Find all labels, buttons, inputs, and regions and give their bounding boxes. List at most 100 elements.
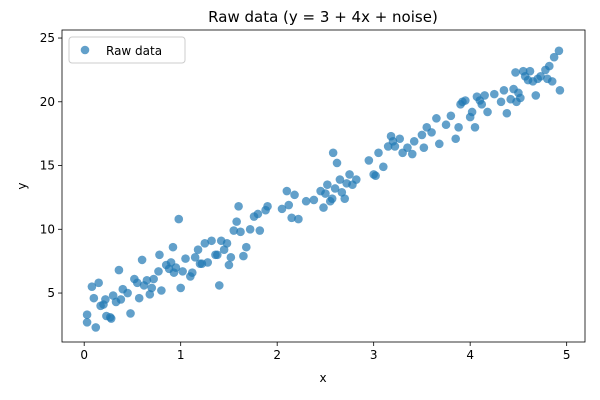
point xyxy=(432,114,441,123)
point xyxy=(187,268,197,277)
point xyxy=(190,253,200,262)
point xyxy=(91,323,101,332)
point xyxy=(480,91,489,100)
x-tick-label: 5 xyxy=(563,348,571,362)
point xyxy=(477,100,487,109)
point xyxy=(327,194,337,203)
point xyxy=(549,52,559,62)
point xyxy=(290,190,299,200)
point xyxy=(149,274,158,284)
point xyxy=(284,200,294,210)
point xyxy=(395,134,405,144)
point xyxy=(446,111,456,121)
point xyxy=(168,242,178,252)
point xyxy=(171,263,181,272)
point xyxy=(454,122,463,132)
point xyxy=(116,295,126,304)
point xyxy=(203,258,213,267)
point xyxy=(364,156,374,165)
point xyxy=(142,275,152,285)
point xyxy=(277,204,287,214)
chart-title: Raw data (y = 3 + 4x + noise) xyxy=(208,8,438,26)
point xyxy=(417,130,427,140)
point xyxy=(87,282,97,291)
point xyxy=(499,86,509,95)
point xyxy=(434,139,444,149)
plot-frame xyxy=(61,29,586,343)
legend-label: Raw data xyxy=(106,44,162,58)
point xyxy=(461,96,470,105)
point xyxy=(137,255,147,265)
point xyxy=(427,128,436,137)
point xyxy=(371,171,380,181)
point xyxy=(89,293,99,303)
point xyxy=(101,295,110,304)
point xyxy=(214,281,224,290)
point xyxy=(335,175,345,184)
point xyxy=(126,309,135,318)
point xyxy=(340,194,350,203)
point xyxy=(470,122,480,132)
point xyxy=(496,97,506,107)
point xyxy=(178,267,187,276)
point xyxy=(132,278,142,288)
point xyxy=(489,89,499,99)
point xyxy=(511,68,520,77)
point xyxy=(319,203,328,212)
point xyxy=(200,239,210,248)
point xyxy=(332,158,342,168)
x-tick-label: 4 xyxy=(466,348,474,362)
point xyxy=(374,148,383,158)
point xyxy=(390,142,400,151)
point xyxy=(263,202,272,211)
point xyxy=(236,227,245,237)
point xyxy=(525,66,535,76)
x-tick-label: 2 xyxy=(273,348,281,362)
point xyxy=(419,143,429,152)
point xyxy=(114,265,124,275)
point xyxy=(253,209,263,219)
point xyxy=(547,77,557,86)
point xyxy=(502,108,512,118)
point xyxy=(82,318,92,327)
y-tick-label: 5 xyxy=(47,286,55,300)
point xyxy=(181,254,190,263)
point xyxy=(301,196,311,206)
point xyxy=(157,286,166,295)
point xyxy=(207,236,216,246)
point xyxy=(287,213,296,223)
point xyxy=(451,134,460,144)
point xyxy=(352,175,361,184)
point xyxy=(531,91,541,100)
point xyxy=(516,93,525,103)
point xyxy=(282,186,292,196)
point xyxy=(239,251,248,261)
y-axis-label: y xyxy=(15,182,29,189)
x-tick-label: 3 xyxy=(370,348,378,362)
point xyxy=(224,260,234,270)
point xyxy=(403,143,412,152)
point xyxy=(294,214,303,224)
point xyxy=(441,120,451,130)
point xyxy=(94,278,103,288)
point xyxy=(321,189,330,198)
point xyxy=(134,293,144,303)
point xyxy=(544,61,554,71)
point xyxy=(82,310,92,320)
point xyxy=(379,162,388,172)
point xyxy=(407,149,417,159)
point xyxy=(176,283,185,293)
point xyxy=(213,250,222,260)
point xyxy=(345,170,354,179)
point xyxy=(467,107,477,117)
x-axis-label: x xyxy=(319,371,326,385)
point xyxy=(234,202,243,211)
point xyxy=(232,217,241,226)
point xyxy=(409,137,419,146)
y-tick-label: 15 xyxy=(40,159,55,173)
point xyxy=(554,46,564,56)
point xyxy=(555,86,565,95)
point xyxy=(154,267,163,276)
